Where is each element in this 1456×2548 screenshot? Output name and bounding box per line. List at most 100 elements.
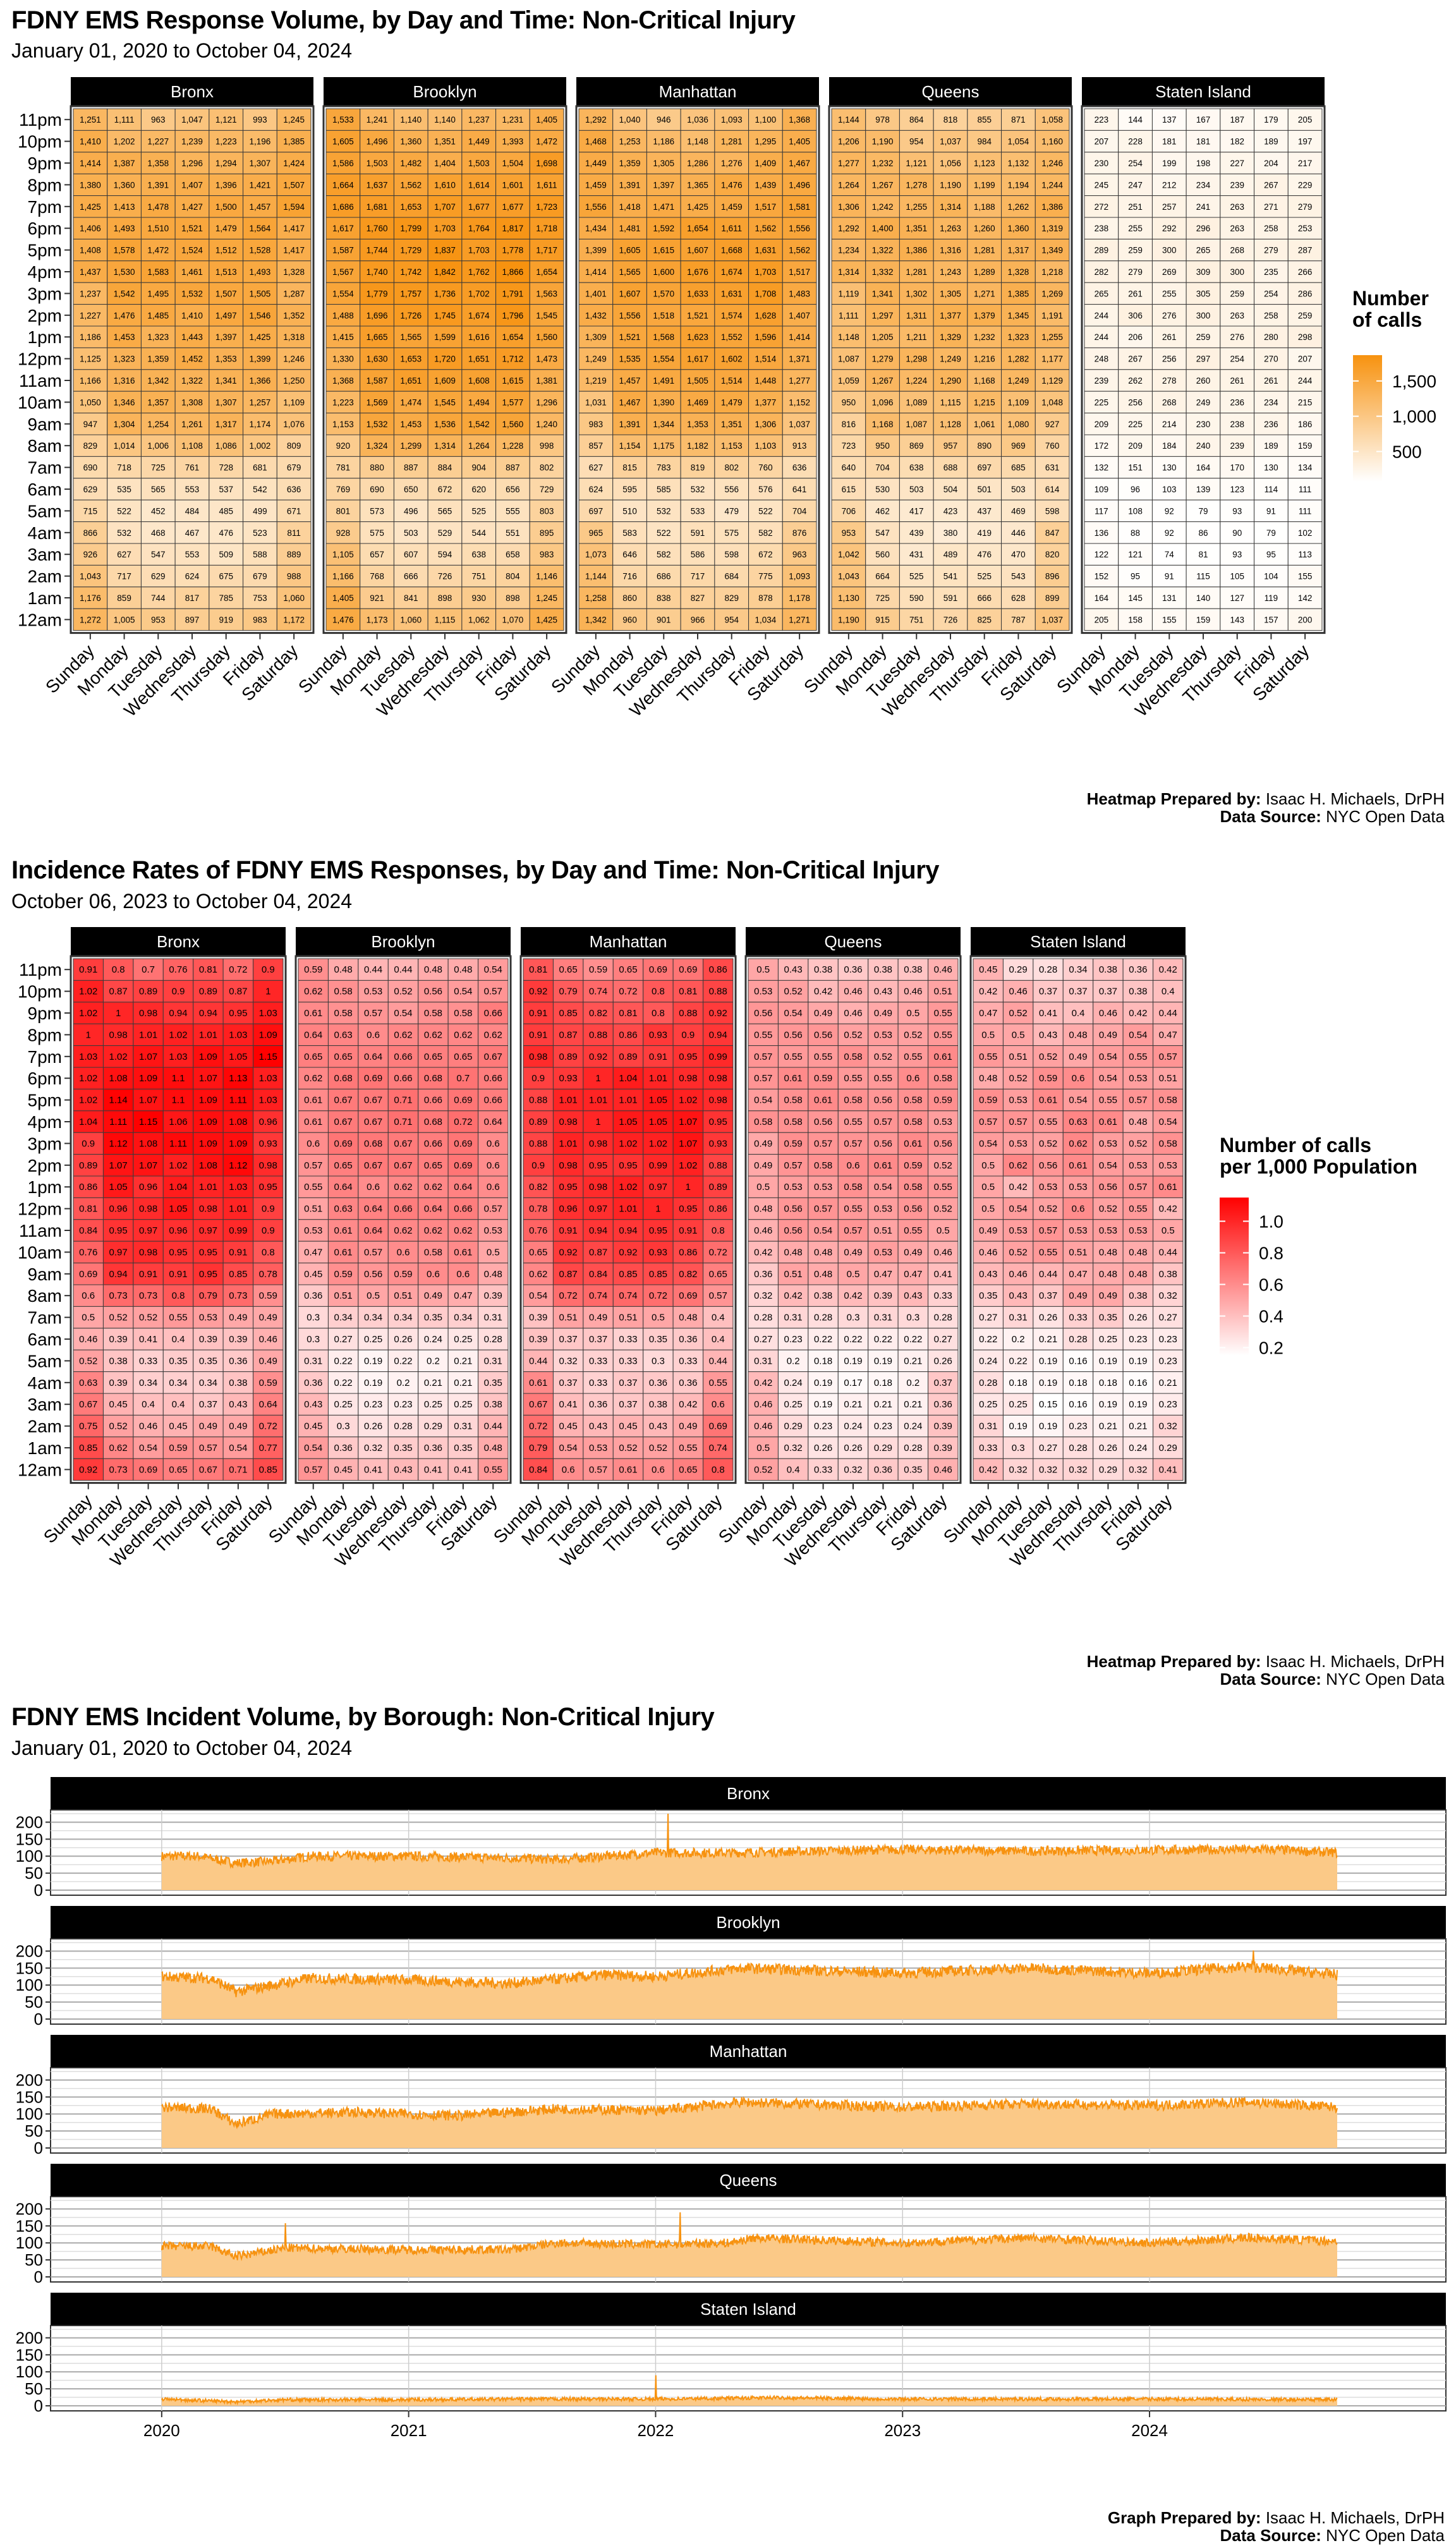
cell-label: 1,089: [906, 397, 927, 407]
cell-label: 0.2: [787, 1356, 800, 1366]
heatmap-cell: [107, 282, 142, 305]
heatmap-cell: [102, 1458, 134, 1481]
cell-label: 1,698: [536, 159, 557, 168]
cell-label: 866: [83, 528, 98, 538]
heatmap-cell: [748, 173, 783, 197]
heatmap-cell: [327, 1002, 359, 1024]
cell-label: 0.97: [199, 1225, 217, 1236]
cell-label: 1,036: [687, 115, 708, 124]
heatmap-cell: [583, 1241, 614, 1264]
panel-strip-label: Staten Island: [1030, 932, 1126, 951]
cell-label: 0.81: [529, 964, 547, 975]
cell-label: 0.59: [394, 1269, 412, 1280]
heatmap-cell: [782, 369, 817, 392]
cell-label: 0.25: [454, 1399, 472, 1410]
y-tick-label: 150: [16, 1829, 43, 1848]
heatmap-cell: [107, 608, 142, 631]
cell-label: 1,602: [721, 355, 743, 364]
cell-label: 0.46: [904, 986, 922, 997]
cell-label: 0.58: [934, 1073, 952, 1084]
heatmap-cell: [243, 564, 277, 588]
cell-label: 0.65: [619, 964, 637, 975]
heatmap-cell: [703, 1219, 734, 1242]
cell-label: 0.59: [1039, 1073, 1057, 1084]
panel-strip-label: Brooklyn: [716, 1913, 780, 1932]
cell-label: 0.28: [1039, 964, 1057, 975]
heatmap-cell: [427, 347, 463, 370]
cell-label: 0.49: [1069, 1052, 1087, 1062]
cell-label: 627: [589, 463, 604, 473]
cell-label: 0.21: [1099, 1421, 1117, 1432]
chart2-legend-title: Number of calls per 1,000 Population: [1220, 1134, 1417, 1177]
cell-label: 0.87: [559, 1029, 578, 1040]
heatmap-cell: [193, 958, 224, 981]
cell-label: 1,760: [367, 224, 388, 233]
cell-label: 0.42: [1159, 1204, 1177, 1215]
heatmap-cell: [325, 434, 361, 457]
cell-label: 819: [691, 463, 705, 473]
cell-label: 0.34: [199, 1378, 217, 1388]
heatmap-cell: [523, 1023, 554, 1046]
heatmap-cell: [1118, 369, 1153, 392]
heatmap-cell: [831, 543, 866, 566]
cell-label: 1,762: [468, 267, 490, 277]
heatmap-cell: [107, 108, 142, 131]
cell-label: 0.49: [1099, 1290, 1117, 1301]
cell-label: 0.23: [364, 1399, 382, 1410]
cell-label: 0.63: [334, 1029, 353, 1040]
cell-label: 0.93: [649, 1247, 667, 1258]
cell-label: 1,260: [974, 224, 995, 233]
cell-label: 0.73: [139, 1290, 157, 1301]
cell-label: 0.26: [814, 1443, 832, 1453]
cell-label: 0.54: [1099, 1052, 1117, 1062]
cell-label: 0.19: [1099, 1399, 1117, 1410]
cell-label: 0.57: [874, 1117, 892, 1127]
cell-label: 0.58: [904, 1095, 922, 1106]
cell-label: 1,410: [80, 137, 101, 147]
cell-label: 0.65: [334, 1052, 353, 1062]
heatmap-cell: [327, 1414, 359, 1438]
panel-strip: [71, 77, 313, 106]
heatmap-cell: [360, 391, 394, 414]
cell-label: 167: [1196, 115, 1211, 124]
heatmap-cell: [325, 499, 361, 523]
cell-label: 0.38: [1129, 986, 1147, 997]
cell-label: 1,569: [367, 397, 388, 407]
heatmap-cell: [1254, 413, 1289, 435]
cell-label: 0.26: [1129, 1313, 1147, 1323]
heatmap-cell: [1151, 347, 1187, 370]
cell-label: 802: [724, 463, 739, 473]
cell-label: 965: [589, 528, 604, 538]
cell-label: 0.66: [484, 1095, 502, 1106]
heatmap-cell: [418, 1349, 449, 1373]
cell-label: 1,476: [114, 311, 135, 320]
cell-label: 594: [438, 550, 452, 559]
heatmap-cell: [782, 282, 817, 305]
cell-label: 0.47: [979, 1008, 997, 1019]
heatmap-cell: [1118, 260, 1153, 283]
heatmap-cell: [495, 478, 530, 500]
cell-label: 1.01: [229, 1204, 247, 1215]
y-tick-label: 200: [16, 1941, 43, 1960]
cell-label: 189: [1264, 137, 1278, 147]
cell-label: 697: [977, 463, 992, 473]
cell-label: 0.51: [619, 1313, 637, 1323]
cell-label: 1,418: [619, 202, 641, 212]
cell-label: 0.96: [109, 1204, 128, 1215]
cell-label: 137: [1162, 115, 1177, 124]
cell-label: 0.36: [304, 1378, 322, 1388]
y-tick-label: 100: [16, 2233, 43, 2252]
heatmap-cell: [1220, 369, 1255, 392]
cell-label: 0.53: [784, 1182, 803, 1192]
cell-label: 1,677: [468, 202, 490, 212]
cell-label: 0.84: [79, 1225, 97, 1236]
heatmap-cell: [358, 1197, 389, 1220]
cell-label: 0.57: [199, 1443, 217, 1453]
cell-label: 0.64: [484, 1117, 502, 1127]
cell-label: 136: [1095, 528, 1109, 538]
cell-label: 0.21: [904, 1399, 922, 1410]
cell-label: 1,060: [283, 593, 305, 603]
cell-label: 0.5: [652, 1313, 665, 1323]
heatmap-cell: [552, 1067, 584, 1089]
